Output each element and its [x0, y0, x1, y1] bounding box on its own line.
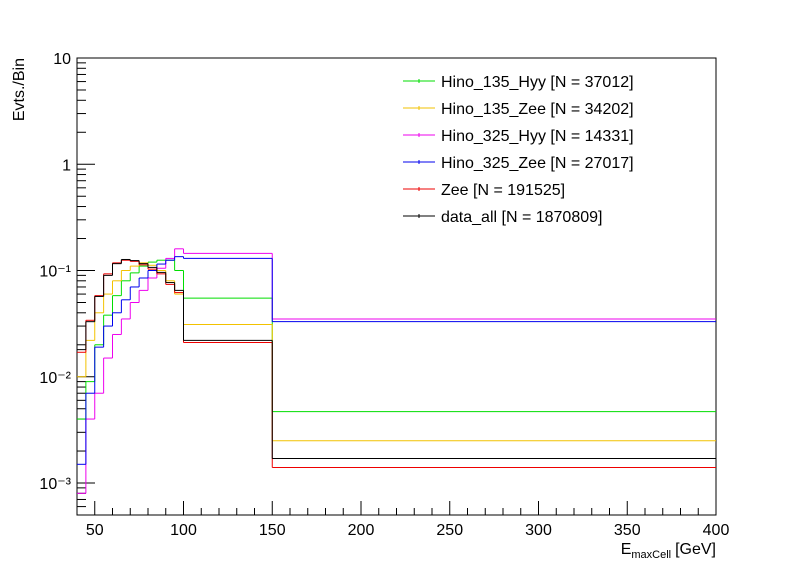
- x-tick-label: 50: [86, 522, 104, 539]
- x-tick-label: 250: [436, 522, 463, 539]
- x-tick-label: 200: [348, 522, 375, 539]
- legend-label: Hino_135_Zee [N = 34202]: [441, 101, 634, 118]
- legend-label: Hino_325_Hyy [N = 14331]: [441, 128, 634, 145]
- legend-label: Hino_325_Zee [N = 27017]: [441, 155, 634, 172]
- histogram-series: [77, 256, 716, 465]
- y-tick-label: 10: [53, 51, 71, 68]
- x-tick-label: 300: [525, 522, 552, 539]
- x-axis-label-sub: maxCell: [631, 549, 671, 561]
- legend-label: Zee [N = 191525]: [441, 182, 565, 199]
- x-axis-label: EmaxCell [GeV]: [621, 541, 716, 561]
- legend-label: Hino_135_Hyy [N = 37012]: [441, 74, 634, 91]
- y-tick-label: 10⁻¹: [39, 264, 71, 281]
- x-tick-label: 100: [170, 522, 197, 539]
- y-tick-label: 10⁻²: [39, 370, 71, 387]
- legend-label: data_all [N = 1870809]: [441, 209, 602, 226]
- y-tick-label: 10⁻³: [39, 476, 71, 493]
- y-tick-label: 1: [62, 157, 71, 174]
- histogram-series: [77, 258, 716, 460]
- x-tick-label: 150: [259, 522, 286, 539]
- x-axis-label-main: E: [621, 541, 632, 558]
- x-tick-label: 350: [614, 522, 641, 539]
- x-axis-label-unit: [GeV]: [675, 541, 716, 558]
- x-tick-label: 400: [703, 522, 730, 539]
- y-axis-label: Evts./Bin: [11, 58, 28, 121]
